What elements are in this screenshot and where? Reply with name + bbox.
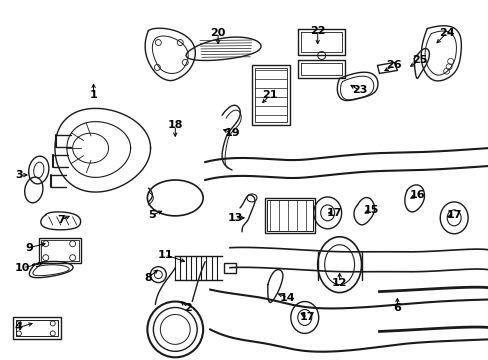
Text: 24: 24 [439,28,454,37]
Text: 23: 23 [351,85,366,95]
Text: 16: 16 [408,190,424,200]
Bar [224,263,236,273]
Text: 17: 17 [326,208,342,218]
Text: 6: 6 [393,302,401,312]
Bar [13,318,61,339]
Text: 20: 20 [210,28,225,37]
Text: 21: 21 [262,90,277,100]
Text: 22: 22 [309,26,325,36]
Text: 19: 19 [224,128,240,138]
Bar [266,200,312,231]
Text: 18: 18 [167,120,183,130]
Text: 1: 1 [89,90,97,100]
Bar [264,198,314,233]
Text: 17: 17 [300,312,315,323]
Text: 10: 10 [15,263,30,273]
Bar [251,66,289,125]
Text: 25: 25 [411,55,426,66]
Bar [39,238,81,263]
Text: 12: 12 [331,278,346,288]
Bar [254,68,286,122]
Text: 13: 13 [227,213,242,223]
Bar [41,240,79,261]
Text: 15: 15 [363,205,378,215]
Text: 9: 9 [25,243,33,253]
Text: 14: 14 [280,293,295,302]
Text: 3: 3 [15,170,22,180]
Text: 8: 8 [144,273,152,283]
Text: 7: 7 [57,215,64,225]
Text: 5: 5 [148,210,156,220]
Text: 4: 4 [15,323,23,332]
Text: 17: 17 [446,210,461,220]
Text: 26: 26 [386,60,402,71]
Bar [16,320,58,336]
Text: 11: 11 [157,250,173,260]
Text: 2: 2 [184,302,192,312]
